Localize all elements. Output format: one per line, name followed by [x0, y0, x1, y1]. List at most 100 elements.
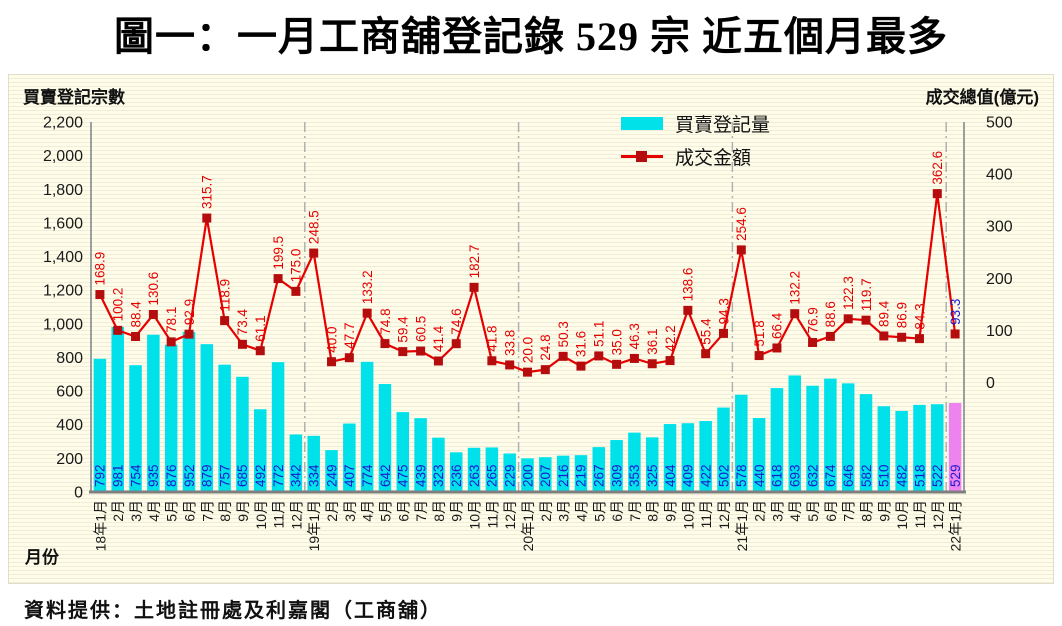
x-tick-label: 18年1月	[92, 500, 108, 551]
bar	[841, 383, 855, 492]
line-value-label: 86.9	[894, 302, 909, 328]
bar-value-label: 981	[111, 464, 126, 487]
left-tick-label: 1,000	[43, 316, 83, 333]
bar	[556, 455, 570, 492]
bar	[539, 457, 552, 492]
left-tick-label: 0	[74, 485, 83, 502]
line-value-label: 132.2	[788, 271, 803, 305]
line-value-label: 55.4	[698, 318, 713, 345]
line-marker	[558, 351, 568, 361]
bar-value-label: 409	[681, 464, 696, 487]
bar	[895, 410, 908, 492]
x-tick-label: 22年1月	[948, 500, 964, 551]
x-tick-label: 7月	[627, 500, 643, 522]
bar-value-label: 518	[912, 464, 927, 487]
left-tick-label: 1,800	[43, 182, 83, 199]
bar-value-label: 632	[805, 464, 820, 487]
left-tick-label: 2,000	[43, 148, 83, 165]
x-tick-label: 10月	[680, 500, 696, 530]
bar	[752, 418, 766, 492]
bar	[378, 384, 392, 492]
line-value-label: 51.1	[592, 321, 607, 347]
left-tick-label: 800	[56, 350, 83, 367]
bar-value-label: 439	[413, 464, 428, 487]
x-tick-label: 12月	[930, 500, 946, 530]
bar-value-label: 229	[502, 464, 517, 487]
line-marker	[469, 282, 479, 292]
bar-value-label: 219	[574, 464, 589, 487]
line-marker	[433, 356, 443, 366]
x-tick-label: 4月	[360, 500, 376, 522]
x-tick-label: 9月	[449, 500, 465, 522]
bar-value-label: 774	[360, 464, 375, 487]
line-value-label: 76.9	[805, 307, 820, 333]
x-tick-label: 7月	[841, 500, 857, 522]
bar	[396, 412, 410, 492]
bar	[824, 378, 837, 492]
line-value-label: 168.9	[93, 252, 108, 286]
line-marker	[576, 361, 586, 371]
bar	[806, 385, 819, 492]
x-tick-label: 7月	[413, 500, 429, 522]
line-marker	[148, 310, 158, 320]
bar-value-label: 618	[770, 464, 785, 487]
bar	[467, 447, 481, 492]
bar	[182, 331, 196, 492]
bar-value-label: 309	[609, 464, 624, 487]
right-tick-label: 300	[986, 219, 1013, 236]
line-value-label: 40.0	[324, 326, 339, 352]
line-marker	[398, 347, 408, 357]
line-marker	[790, 309, 800, 319]
x-tick-label: 10月	[253, 500, 269, 530]
line-marker	[861, 315, 871, 325]
bar-value-label: 325	[645, 464, 660, 487]
bar	[111, 327, 124, 492]
line-marker	[505, 360, 515, 370]
bar	[913, 404, 926, 492]
bar	[931, 404, 944, 492]
bar	[645, 437, 659, 492]
bar-value-label: 207	[538, 464, 553, 487]
x-tick-label: 6月	[609, 500, 625, 522]
bar-value-label: 236	[449, 464, 464, 487]
bar	[788, 375, 801, 492]
x-tick-label: 20年1月	[520, 500, 536, 551]
x-tick-label: 3月	[342, 500, 358, 522]
bar	[681, 423, 695, 492]
chart-panel: 792 981 754 935 876 952 879 757 685 492 772 342 334 2…	[8, 74, 1054, 584]
bar-value-label: 440	[752, 464, 767, 487]
line-marker	[897, 332, 907, 342]
source-note: 資料提供：土地註冊處及利嘉閣（工商舖）	[24, 600, 442, 622]
line-marker	[273, 274, 283, 284]
line-value-label: 88.6	[823, 301, 838, 327]
line-marker	[202, 213, 212, 223]
line-marker	[665, 356, 675, 366]
bar	[164, 344, 178, 492]
line-marker	[309, 248, 319, 258]
x-axis-title: 月份	[25, 548, 59, 567]
x-tick-label: 7月	[199, 500, 215, 522]
left-tick-label: 600	[56, 384, 83, 401]
line-marker	[612, 359, 622, 369]
bar-value-label: 582	[859, 464, 874, 487]
line-marker-icon	[636, 150, 647, 162]
line-value-label: 88.4	[128, 301, 143, 328]
legend-label-bars: 買賣登記量	[675, 114, 771, 136]
bar-value-label: 529	[948, 464, 963, 487]
bar-value-label: 200	[520, 464, 535, 487]
x-tick-label: 5月	[377, 500, 393, 522]
line-value-label: 122.3	[841, 276, 856, 310]
line-marker	[629, 353, 639, 363]
bar	[271, 362, 285, 492]
x-tick-label: 2月	[324, 500, 340, 522]
line-value-label: 74.8	[378, 308, 393, 334]
line-value-label: 254.6	[734, 207, 749, 241]
line-value-label: 248.5	[307, 210, 322, 244]
line-value-label: 73.4	[235, 309, 250, 336]
line-value-label: 74.6	[449, 308, 464, 334]
chart-svg: 792 981 754 935 876 952 879 757 685 492 772 342 334 2…	[43, 115, 1013, 552]
line-marker	[932, 189, 942, 199]
x-tick-label: 3月	[556, 500, 572, 522]
bar-value-label: 502	[716, 464, 731, 487]
